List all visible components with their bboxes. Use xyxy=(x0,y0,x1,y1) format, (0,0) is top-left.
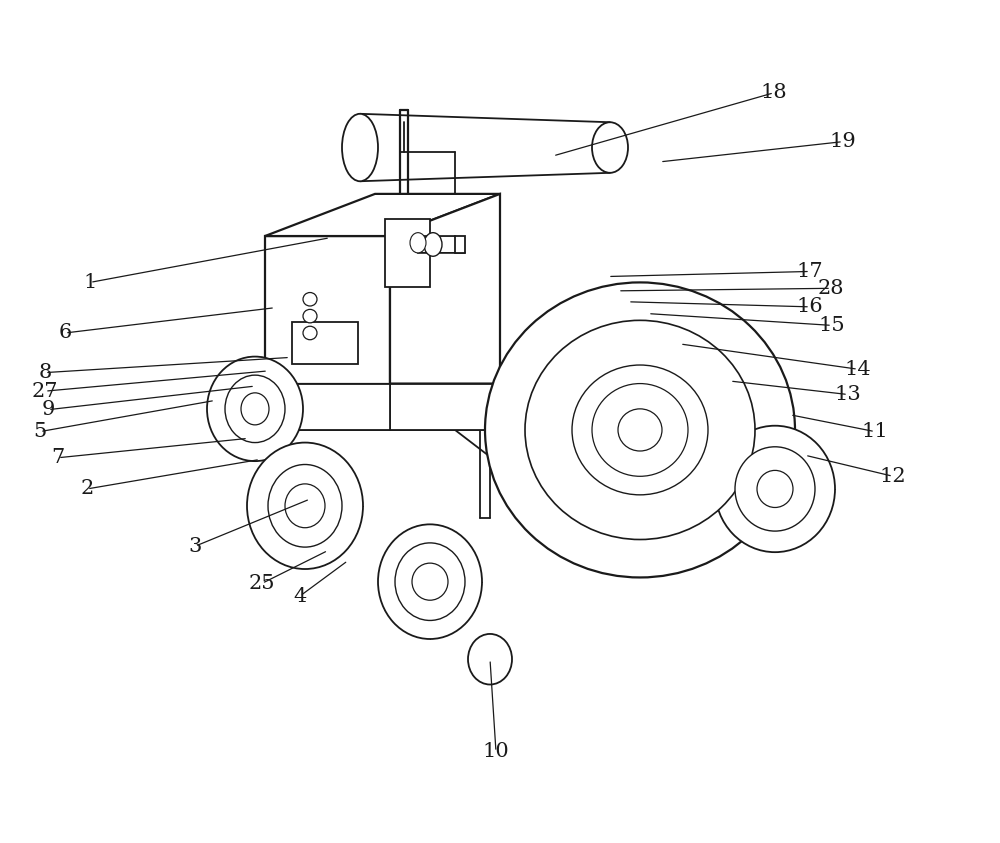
Polygon shape xyxy=(390,194,500,384)
Ellipse shape xyxy=(207,357,303,461)
Polygon shape xyxy=(390,384,500,430)
Text: 19: 19 xyxy=(830,132,856,151)
Ellipse shape xyxy=(303,326,317,340)
Text: 16: 16 xyxy=(797,298,823,316)
Ellipse shape xyxy=(618,409,662,451)
Polygon shape xyxy=(418,236,465,253)
Text: 11: 11 xyxy=(862,422,888,441)
Ellipse shape xyxy=(424,233,442,256)
Ellipse shape xyxy=(303,293,317,306)
Text: 14: 14 xyxy=(845,360,871,379)
Ellipse shape xyxy=(757,470,793,507)
Text: 6: 6 xyxy=(58,324,72,342)
Ellipse shape xyxy=(572,365,708,495)
Ellipse shape xyxy=(525,320,755,540)
Ellipse shape xyxy=(410,233,426,253)
Text: 17: 17 xyxy=(797,262,823,281)
Ellipse shape xyxy=(592,384,688,476)
Ellipse shape xyxy=(735,447,815,531)
Text: 5: 5 xyxy=(33,422,47,441)
Text: 4: 4 xyxy=(293,587,307,605)
Text: 25: 25 xyxy=(249,574,275,593)
Ellipse shape xyxy=(592,122,628,173)
Ellipse shape xyxy=(395,543,465,620)
Ellipse shape xyxy=(268,464,342,547)
Text: 1: 1 xyxy=(83,273,97,292)
Text: 18: 18 xyxy=(761,83,787,102)
Ellipse shape xyxy=(485,282,795,577)
Text: 28: 28 xyxy=(818,279,844,298)
Text: 10: 10 xyxy=(483,743,509,761)
Text: 9: 9 xyxy=(41,400,55,419)
Ellipse shape xyxy=(303,309,317,323)
Ellipse shape xyxy=(342,114,378,181)
Polygon shape xyxy=(385,219,430,287)
Text: 15: 15 xyxy=(819,316,845,335)
Text: 2: 2 xyxy=(80,480,94,498)
Text: 3: 3 xyxy=(188,537,202,556)
Text: 8: 8 xyxy=(38,363,52,382)
Ellipse shape xyxy=(468,634,512,685)
Polygon shape xyxy=(265,384,390,430)
Polygon shape xyxy=(265,194,500,236)
Text: 13: 13 xyxy=(835,385,861,404)
Ellipse shape xyxy=(378,524,482,639)
Ellipse shape xyxy=(715,426,835,552)
Polygon shape xyxy=(292,322,358,364)
Text: 12: 12 xyxy=(880,467,906,486)
Text: 7: 7 xyxy=(51,448,65,467)
Ellipse shape xyxy=(247,443,363,569)
Ellipse shape xyxy=(412,563,448,600)
Ellipse shape xyxy=(285,484,325,528)
Ellipse shape xyxy=(225,375,285,443)
Polygon shape xyxy=(265,236,390,384)
Ellipse shape xyxy=(241,393,269,425)
Polygon shape xyxy=(455,236,465,253)
Text: 27: 27 xyxy=(32,382,58,400)
